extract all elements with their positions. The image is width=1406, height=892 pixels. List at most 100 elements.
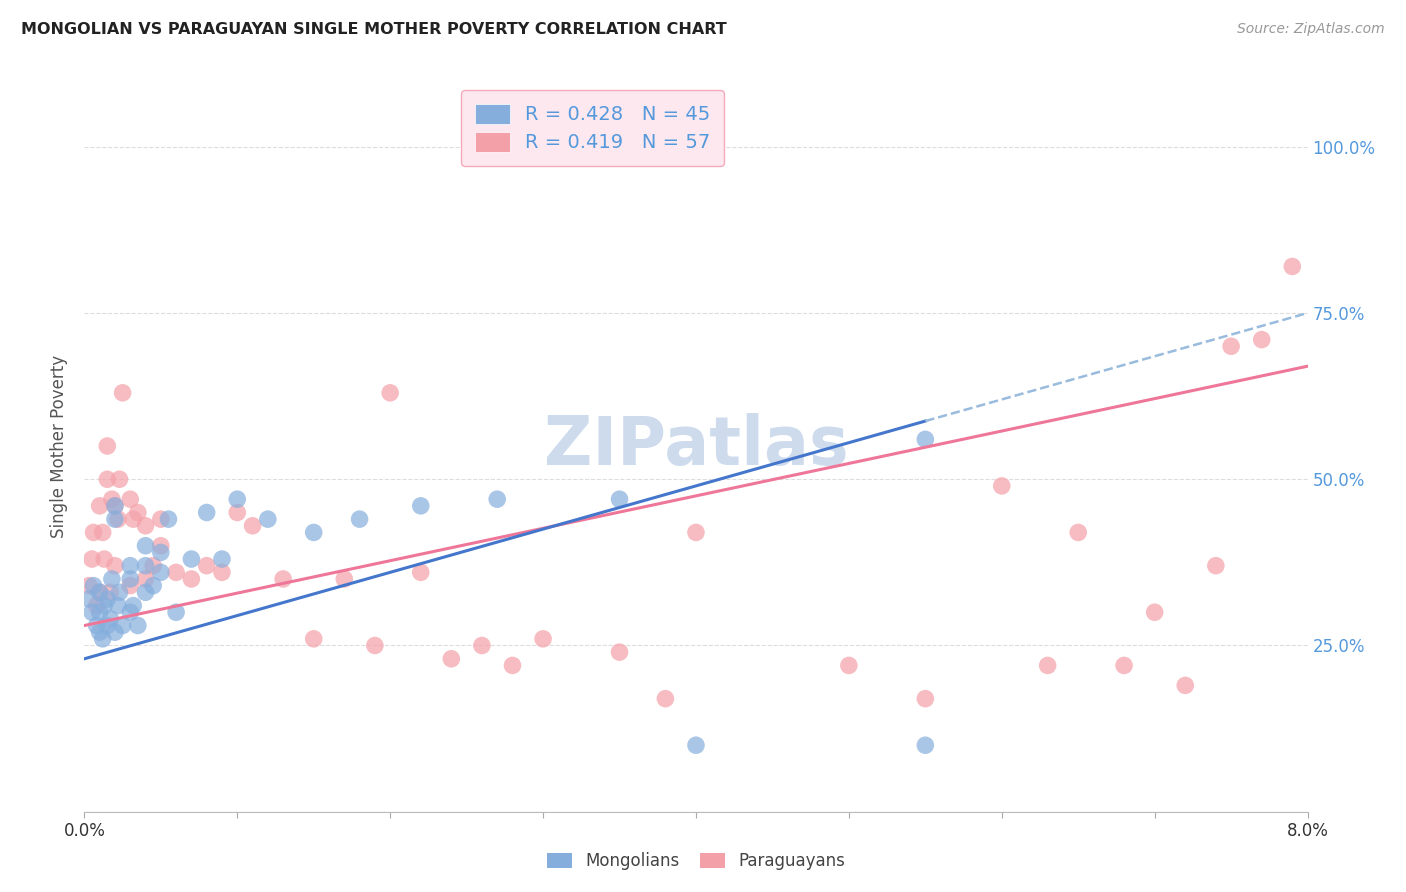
Point	[91, 632, 114, 646]
Point	[89, 499, 111, 513]
Point	[1114, 658, 1136, 673]
Point	[122, 512, 145, 526]
Point	[211, 552, 233, 566]
Point	[89, 625, 111, 640]
Point	[685, 738, 707, 752]
Point	[440, 652, 463, 666]
Text: MONGOLIAN VS PARAGUAYAN SINGLE MOTHER POVERTY CORRELATION CHART: MONGOLIAN VS PARAGUAYAN SINGLE MOTHER PO…	[21, 22, 727, 37]
Point	[135, 572, 157, 586]
Point	[108, 585, 131, 599]
Point	[914, 691, 936, 706]
Point	[127, 506, 149, 520]
Point	[96, 472, 118, 486]
Point	[80, 552, 103, 566]
Point	[111, 618, 134, 632]
Point	[1174, 678, 1197, 692]
Point	[409, 566, 432, 580]
Point	[195, 558, 218, 573]
Point	[86, 599, 108, 613]
Point	[502, 658, 524, 673]
Point	[471, 639, 494, 653]
Y-axis label: Single Mother Poverty: Single Mother Poverty	[51, 354, 69, 538]
Point	[409, 499, 432, 513]
Point	[149, 566, 172, 580]
Point	[135, 558, 157, 573]
Point	[195, 506, 218, 520]
Point	[96, 439, 118, 453]
Point	[531, 632, 554, 646]
Point	[1036, 658, 1059, 673]
Point	[349, 512, 371, 526]
Point	[96, 591, 118, 606]
Point	[135, 585, 157, 599]
Point	[157, 512, 180, 526]
Point	[211, 566, 233, 580]
Point	[120, 579, 142, 593]
Point	[226, 492, 249, 507]
Point	[271, 572, 294, 586]
Point	[83, 579, 105, 593]
Point	[242, 518, 264, 533]
Point	[180, 552, 202, 566]
Point	[86, 618, 108, 632]
Point	[96, 618, 118, 632]
Point	[135, 539, 157, 553]
Point	[991, 479, 1014, 493]
Point	[77, 591, 100, 606]
Point	[257, 512, 280, 526]
Point	[107, 512, 129, 526]
Point	[89, 605, 111, 619]
Point	[914, 433, 936, 447]
Point	[120, 558, 142, 573]
Point	[135, 518, 157, 533]
Text: ZIPatlas: ZIPatlas	[544, 413, 848, 479]
Text: Source: ZipAtlas.com: Source: ZipAtlas.com	[1237, 22, 1385, 37]
Point	[142, 558, 165, 573]
Point	[98, 612, 121, 626]
Point	[838, 658, 860, 673]
Point	[165, 566, 187, 580]
Point	[91, 525, 114, 540]
Point	[101, 572, 124, 586]
Legend: Mongolians, Paraguayans: Mongolians, Paraguayans	[540, 846, 852, 877]
Point	[180, 572, 202, 586]
Point	[120, 605, 142, 619]
Point	[111, 385, 134, 400]
Point	[685, 525, 707, 540]
Point	[1143, 605, 1166, 619]
Point	[302, 632, 325, 646]
Point	[120, 492, 142, 507]
Point	[104, 499, 127, 513]
Point	[142, 579, 165, 593]
Point	[333, 572, 356, 586]
Point	[486, 492, 509, 507]
Point	[654, 691, 676, 706]
Point	[77, 579, 100, 593]
Point	[89, 585, 111, 599]
Point	[302, 525, 325, 540]
Point	[1067, 525, 1090, 540]
Point	[98, 585, 121, 599]
Point	[89, 585, 111, 599]
Point	[609, 645, 631, 659]
Point	[93, 552, 115, 566]
Point	[127, 618, 149, 632]
Point	[104, 512, 127, 526]
Point	[380, 385, 402, 400]
Point	[122, 599, 145, 613]
Point	[609, 492, 631, 507]
Point	[80, 605, 103, 619]
Point	[120, 572, 142, 586]
Point	[1250, 333, 1272, 347]
Point	[108, 472, 131, 486]
Point	[104, 558, 127, 573]
Point	[149, 512, 172, 526]
Point	[1205, 558, 1227, 573]
Point	[104, 499, 127, 513]
Point	[914, 738, 936, 752]
Point	[165, 605, 187, 619]
Point	[1220, 339, 1243, 353]
Point	[104, 625, 127, 640]
Point	[107, 599, 129, 613]
Point	[83, 525, 105, 540]
